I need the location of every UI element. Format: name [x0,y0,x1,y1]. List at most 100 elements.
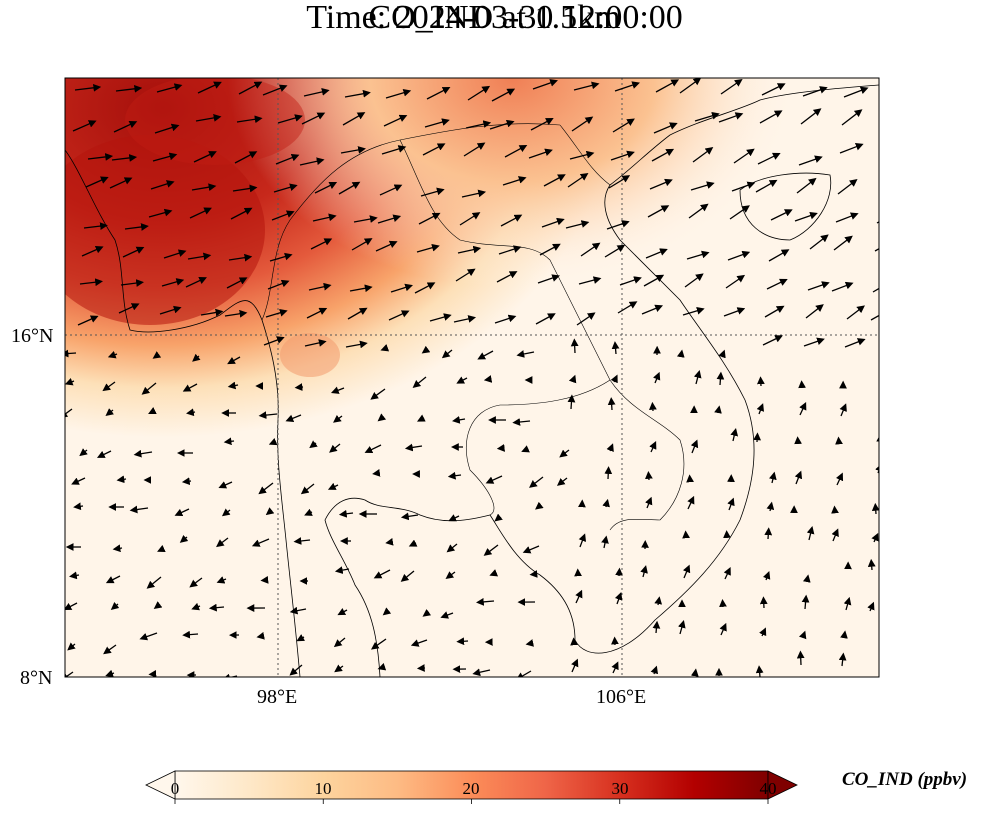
wind-arrow [606,220,630,230]
wind-arrow [885,86,906,98]
wind-arrow [385,537,394,546]
wind-arrow [841,109,863,126]
wind-arrow [831,528,839,542]
wind-arrow [769,471,777,484]
wind-arrow [802,86,828,97]
wind-arrow [727,497,735,511]
wind-arrow [645,248,668,259]
lon-tick-106e: 106°E [596,686,647,708]
wind-arrow [150,180,175,190]
wind-arrow [649,401,657,412]
co-concentration-field [65,78,879,677]
wind-arrow [472,668,491,677]
wind-arrow [766,501,775,512]
wind-arrow [314,182,338,194]
wind-arrow [208,603,225,612]
wind-arrow [330,386,345,394]
wind-arrow [152,152,178,162]
wind-arrow [186,408,196,417]
wind-arrow [716,371,725,386]
wind-arrow [870,314,879,321]
lon-tick-98e: 98°E [257,686,298,708]
wind-arrow [886,340,887,348]
wind-arrow [182,630,199,639]
wind-arrow [756,403,764,415]
wind-arrow [380,344,390,352]
wind-arrow [74,83,102,92]
wind-arrow [688,203,709,219]
wind-arrow [113,120,138,133]
wind-arrow [400,512,419,521]
wind-arrow [234,151,258,164]
wind-arrow [422,143,446,156]
wind-arrow [762,335,783,346]
wind-arrow [447,471,462,480]
wind-arrow [182,383,198,392]
wind-arrow [236,115,263,124]
wind-arrow [843,86,869,98]
wind-arrow [770,209,793,221]
wind-arrow [730,427,739,442]
wind-arrow [504,144,528,158]
wind-arrow [871,502,879,515]
wind-arrow [73,502,84,511]
wind-arrow [465,120,492,129]
wind-arrow [148,208,173,218]
wind-arrow [416,243,440,253]
wind-arrow [876,221,879,224]
wind-arrow [222,673,238,677]
wind-arrow [377,662,387,671]
wind-arrow [799,401,807,416]
lat-tick-16n: 16°N [11,325,54,347]
wind-arrow [759,110,783,124]
wind-arrow [148,406,157,414]
wind-arrow [116,475,127,484]
wind-arrow [655,79,680,93]
wind-arrow [293,537,311,545]
wind-arrow [338,509,354,518]
wind-arrow [344,89,371,98]
wind-arrow [794,211,818,222]
wind-arrow [163,249,187,259]
wind-arrow [223,437,235,446]
wind-arrow [429,313,452,322]
wind-arrow [684,273,704,288]
gridlines [65,78,879,677]
wind-arrow [372,469,381,477]
wind-arrow [867,601,875,612]
wind-arrow [649,441,657,453]
wind-arrow [714,405,722,414]
wind-arrow [796,177,817,194]
wind-arrow [528,148,553,159]
colorbar-tick-20: 20 [462,779,480,798]
wind-arrow [619,276,642,286]
colorbar-extend-max [767,770,798,800]
wind-arrow [608,175,631,189]
wind-arrow [179,534,189,543]
wind-arrow [304,339,327,347]
wind-arrow [277,114,303,124]
wind-arrow [251,538,270,547]
wind-arrow [338,181,361,195]
wind-arrow [353,215,378,223]
wind-arrow [843,596,852,611]
wind-arrow [567,173,589,188]
wind-arrow [377,413,387,422]
wind-arrow [496,444,505,452]
wind-arrow [85,176,109,188]
wind-arrow [333,637,346,648]
wind-arrow [690,668,699,677]
wind-arrow [333,414,343,423]
wind-arrow [578,276,602,285]
wind-arrow [161,278,185,287]
wind-arrow [189,207,212,219]
wind-arrow [532,79,558,90]
wind-arrow [111,154,138,162]
wind-arrow [218,481,233,489]
wind-arrow [884,381,886,389]
wind-arrow [159,305,182,315]
map-title-line1: CO_IND at 1.5km [368,0,621,36]
wind-arrow [610,374,618,384]
wind-arrow [729,205,750,220]
wind-arrow [273,183,298,193]
